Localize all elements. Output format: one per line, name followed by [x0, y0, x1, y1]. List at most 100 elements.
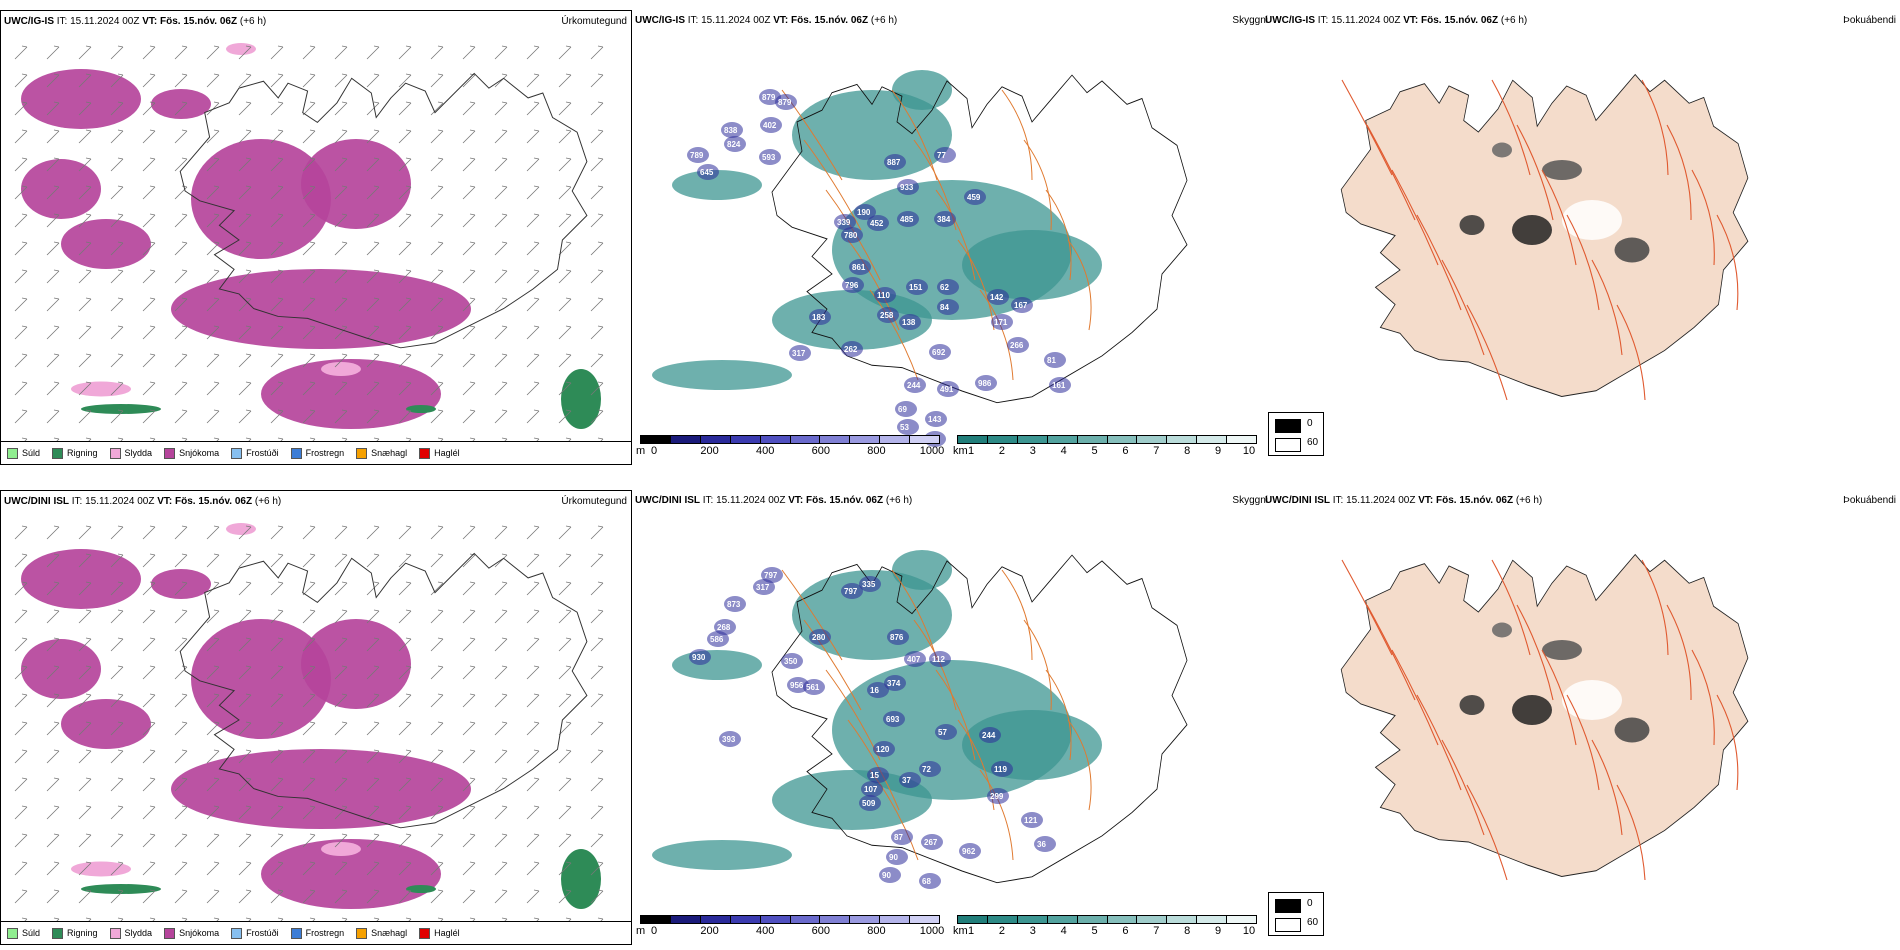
- wind-barb: [462, 129, 476, 144]
- wind-barb: [462, 381, 476, 396]
- ceiling-patch: [884, 154, 906, 170]
- precip-legend: Súld Rigning Slydda Snjókoma Frostúði Frostre…: [1, 441, 631, 464]
- colorbar-tick: 200: [700, 445, 719, 457]
- panel-header: UWC/DINI ISL IT: 15.11.2024 00Z VT: Fös.…: [1265, 495, 1542, 506]
- ceiling-label: 873: [727, 600, 741, 609]
- wind-barb: [494, 833, 508, 848]
- fog-map: [1340, 73, 1749, 401]
- wind-barb: [78, 525, 92, 540]
- wind-barb: [46, 353, 60, 368]
- ceiling-label: 62: [940, 283, 949, 292]
- wind-barb: [46, 637, 60, 652]
- ceiling-label: 90: [882, 871, 891, 880]
- wind-barb: [142, 45, 156, 60]
- wind-barb: [46, 861, 60, 876]
- wind-barb: [14, 381, 28, 396]
- wind-barb: [462, 45, 476, 60]
- ceiling-patch: [841, 341, 863, 357]
- wind-barb: [302, 693, 316, 708]
- ceiling-label: 350: [784, 657, 798, 666]
- wind-barb: [430, 805, 444, 820]
- legend-swatch: [52, 927, 64, 939]
- wind-barb: [398, 805, 412, 820]
- legend-label: Frostregn: [305, 448, 345, 458]
- ceiling-patch: [879, 867, 901, 883]
- wind-barb: [142, 805, 156, 820]
- wind-barb: [206, 889, 220, 904]
- wind-barb: [494, 325, 508, 340]
- wind-barb: [174, 101, 188, 116]
- wind-barb: [46, 73, 60, 88]
- ceiling-label: 36: [1037, 840, 1046, 849]
- colorbar-segment: [700, 916, 731, 923]
- wind-barb: [14, 213, 28, 228]
- ceiling-patch: [934, 147, 956, 163]
- legend-label: Frostregn: [305, 928, 345, 938]
- wind-barb: [46, 749, 60, 764]
- wind-barb: [558, 525, 572, 540]
- ceiling-patch: [1034, 836, 1056, 852]
- wind-barb: [14, 833, 28, 848]
- wind-barb: [590, 45, 604, 60]
- wind-barb: [302, 665, 316, 680]
- ceiling-patch: [979, 727, 1001, 743]
- wind-barb: [302, 381, 316, 396]
- legend-item: Slydda: [109, 447, 152, 459]
- ceiling-label: 838: [724, 126, 738, 135]
- fog-area: [1562, 200, 1622, 240]
- legend-item: Snæhagl: [356, 927, 408, 939]
- fog-area: [1542, 160, 1582, 180]
- colorbar-unit: m: [636, 445, 646, 457]
- wind-barb: [14, 45, 28, 60]
- fog-value: 0: [1307, 898, 1313, 909]
- wind-barb: [558, 721, 572, 736]
- wind-barb: [78, 269, 92, 284]
- wind-barb: [494, 241, 508, 256]
- wind-barb: [46, 157, 60, 172]
- valid-time: Fös. 15.nóv. 06Z: [1421, 15, 1499, 26]
- wind-barb: [78, 665, 92, 680]
- lead-time: (+6 h): [239, 16, 267, 27]
- colorbar-segment: [641, 436, 671, 443]
- wind-barb: [238, 325, 252, 340]
- ceiling-label: 258: [880, 311, 894, 320]
- sleet-area: [226, 43, 256, 55]
- wind-barb: [334, 213, 348, 228]
- low-visibility-area: [792, 90, 952, 180]
- ceiling-label: 84: [940, 303, 949, 312]
- wind-barb: [142, 241, 156, 256]
- wind-barb: [366, 889, 380, 904]
- ceiling-patch: [759, 149, 781, 165]
- legend-label: Snæhagl: [371, 928, 408, 938]
- ceiling-patch: [929, 651, 951, 667]
- colorbar-tick: 5: [1091, 925, 1098, 937]
- wind-barb: [206, 129, 220, 144]
- wind-barb: [270, 721, 284, 736]
- wind-barb: [46, 213, 60, 228]
- init-time-label: IT:: [702, 495, 714, 506]
- wind-barb: [46, 269, 60, 284]
- wind-barb: [46, 381, 60, 396]
- snow-area: [171, 749, 471, 829]
- wind-barb: [398, 101, 412, 116]
- wind-barb: [110, 45, 124, 60]
- wind-barb: [494, 693, 508, 708]
- wind-barb: [526, 45, 540, 60]
- ceiling-patch: [937, 381, 959, 397]
- wind-barb: [398, 525, 412, 540]
- legend-item: Rigning: [52, 447, 98, 459]
- wind-barb: [302, 101, 316, 116]
- ceiling-label: 452: [870, 219, 884, 228]
- wind-barb: [302, 213, 316, 228]
- low-visibility-area: [772, 770, 932, 830]
- ceiling-patch: [687, 147, 709, 163]
- init-time-label: IT:: [71, 496, 83, 507]
- wind-barb: [238, 665, 252, 680]
- ceiling-label: 37: [902, 776, 911, 785]
- wind-barb: [174, 409, 188, 424]
- ceiling-patch: [959, 843, 981, 859]
- wind-barb: [302, 749, 316, 764]
- wind-barb: [398, 73, 412, 88]
- wind-barb: [398, 381, 412, 396]
- wind-barb: [238, 101, 252, 116]
